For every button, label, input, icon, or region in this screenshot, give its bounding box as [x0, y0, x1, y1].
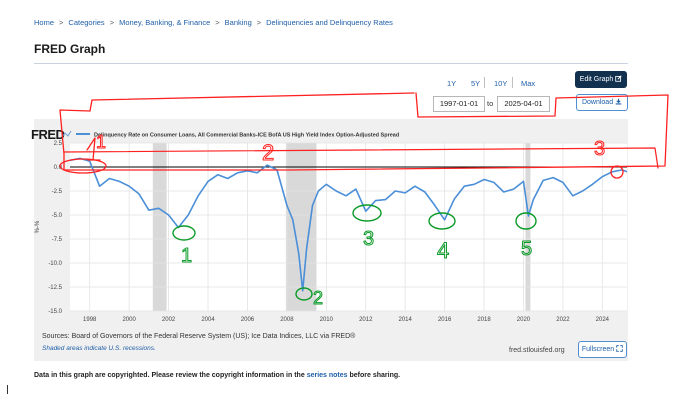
start-date-input[interactable]: 1997-01-01: [433, 96, 485, 112]
x-tick-label: 1998: [83, 317, 97, 323]
copyright-prefix: Data in this graph are copyrighted. Plea…: [34, 372, 305, 379]
legend: Delinquency Rate on Consumer Loans, All …: [61, 130, 399, 139]
y-tick-label: -2.5: [52, 189, 63, 195]
download-button[interactable]: Download: [576, 94, 628, 111]
y-tick-label: 0.0: [54, 165, 63, 171]
title-divider: [34, 63, 628, 64]
x-tick-label: 2016: [438, 317, 452, 323]
series-line: [69, 157, 628, 292]
fullscreen-label: Fullscreen: [581, 346, 615, 353]
download-icon: [615, 98, 622, 105]
range-divider: [512, 77, 513, 88]
x-tick-label: 2008: [280, 317, 294, 323]
y-tick-label: -12.5: [48, 285, 62, 291]
range-divider: [484, 77, 485, 88]
breadcrumb-money-banking[interactable]: Money, Banking, & Finance: [119, 18, 211, 27]
annotation-green-circle-1: [172, 225, 196, 241]
annotation-green-number-4: 4: [437, 238, 449, 263]
breadcrumb-home[interactable]: Home: [34, 18, 55, 27]
annotation-red-box-range: [59, 92, 669, 171]
range-max-button[interactable]: Max: [521, 79, 536, 88]
x-tick-label: 2024: [596, 317, 610, 323]
recession-note[interactable]: Shaded areas indicate U.S. recessions.: [42, 345, 156, 352]
copyright-notice: Data in this graph are copyrighted. Plea…: [34, 372, 400, 379]
annotation-red-ellipse-left: [59, 158, 107, 174]
x-tick-label: 2000: [122, 317, 136, 323]
y-tick-label: -5.0: [52, 213, 63, 219]
recession-band: [525, 143, 531, 311]
annotation-red-number-1: 1: [96, 132, 106, 152]
annotations: 1 2 3 1 2 3 4 5: [59, 92, 669, 309]
annotation-green-circle-3: [352, 204, 382, 222]
edit-icon: [615, 75, 622, 82]
fred-logo: FRED: [31, 127, 65, 142]
breadcrumb-separator: >: [215, 18, 220, 27]
x-tick-label: 2020: [517, 317, 531, 323]
annotation-red-number-3: 3: [594, 138, 605, 160]
annotation-green-number-3: 3: [363, 228, 374, 250]
breadcrumb-delinquencies[interactable]: Delinquencies and Delinquency Rates: [266, 18, 393, 27]
y-tick-label: -15.0: [48, 309, 62, 315]
date-to-label: to: [487, 99, 494, 108]
annotation-green-circle-2: [295, 287, 313, 301]
breadcrumb-separator: >: [59, 18, 64, 27]
x-tick-label: 2010: [320, 317, 334, 323]
y-tick-label: 2.5: [54, 141, 63, 147]
range-5y-button[interactable]: 5Y: [471, 79, 481, 88]
fullscreen-icon: [616, 345, 623, 352]
text-cursor: [7, 385, 8, 394]
recession-band: [285, 143, 317, 311]
annotation-green-number-2: 2: [313, 288, 323, 308]
annotation-red-box-legend: [63, 147, 659, 169]
fullscreen-button[interactable]: Fullscreen: [578, 341, 627, 358]
y-tick-label: -7.5: [52, 237, 63, 243]
recession-band: [152, 143, 167, 311]
breadcrumb-categories[interactable]: Categories: [68, 18, 105, 27]
range-1y-button[interactable]: 1Y: [447, 79, 457, 88]
x-tick-label: 2022: [556, 317, 570, 323]
y-tick-label: -10.0: [48, 261, 62, 267]
page-title: FRED Graph: [34, 42, 106, 56]
breadcrumb: Home > Categories > Money, Banking, & Financ…: [34, 18, 393, 27]
x-tick-label: 2002: [162, 317, 176, 323]
breadcrumb-separator: >: [109, 18, 115, 27]
x-tick-label: 2018: [477, 317, 491, 323]
y-axis-label: %-%: [35, 220, 41, 233]
end-date-input[interactable]: 2025-04-01: [497, 96, 550, 112]
x-tick-label: 2004: [201, 317, 215, 323]
x-tick-label: 2006: [241, 317, 255, 323]
x-tick-label: 2014: [399, 317, 413, 323]
annotation-green-number-1: 1: [181, 245, 192, 267]
download-label: Download: [581, 99, 614, 106]
breadcrumb-banking[interactable]: Banking: [224, 18, 252, 27]
annotation-red-mark-1: [86, 137, 101, 161]
annotation-red-number-2: 2: [262, 140, 274, 165]
y-axis: 2.5 0.0 -2.5 -5.0 -7.5 -10.0 -12.5 -15.0: [48, 141, 62, 315]
annotation-green-number-5: 5: [521, 238, 532, 260]
annotation-red-ellipse-right: [610, 165, 624, 179]
fred-url: fred.stlouisfed.org: [509, 347, 565, 354]
x-axis: 1998 2000 2002 2004 2006 2008 2010 2012 2014 2016…: [83, 317, 610, 323]
x-tick-label: 2012: [359, 317, 373, 323]
copyright-suffix: before sharing.: [349, 372, 401, 379]
breadcrumb-separator: >: [256, 18, 262, 27]
annotation-green-circle-5: [515, 212, 537, 230]
edit-graph-label: Edit Graph: [579, 76, 614, 83]
series-notes-link[interactable]: series notes: [306, 372, 348, 379]
recession-shading: [152, 143, 531, 311]
sources-text: Sources: Board of Governors of the Feder…: [42, 333, 356, 340]
legend-label: Delinquency Rate on Consumer Loans, All …: [94, 133, 399, 139]
edit-graph-button[interactable]: Edit Graph: [575, 71, 627, 88]
range-10y-button[interactable]: 10Y: [494, 79, 508, 88]
chart-icon[interactable]: [61, 130, 72, 138]
annotation-green-circle-4: [428, 212, 456, 230]
